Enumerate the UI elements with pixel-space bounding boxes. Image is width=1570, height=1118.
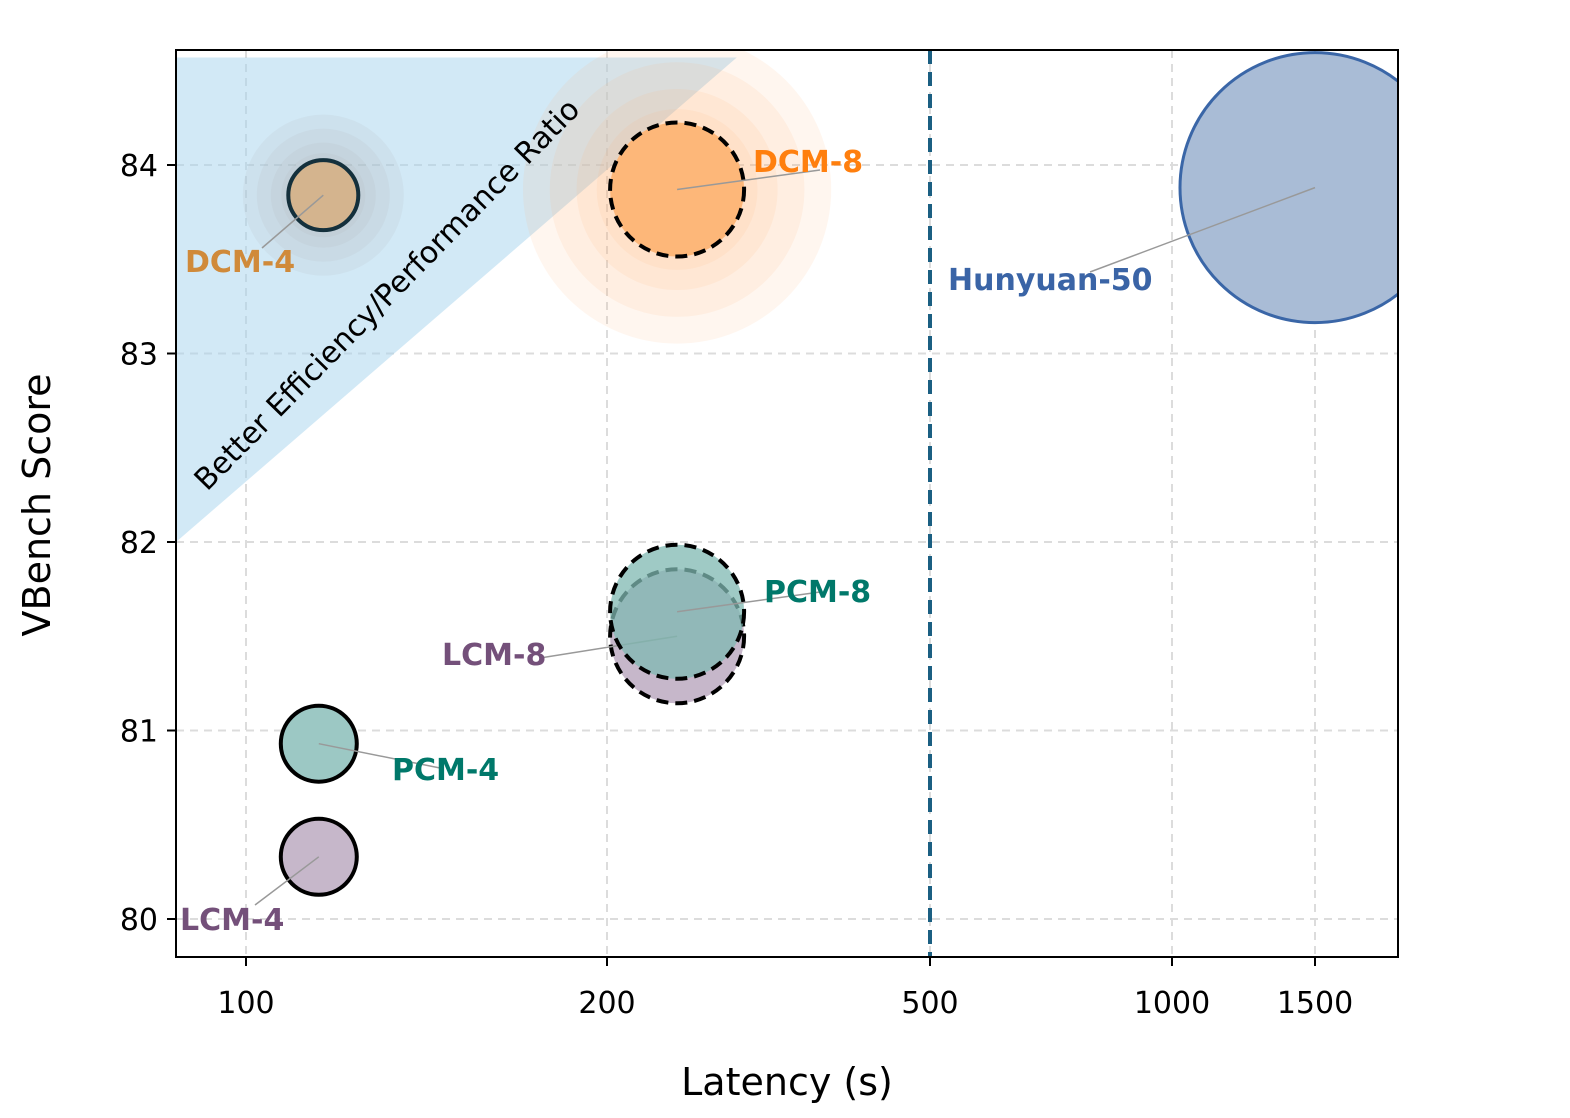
leader-line — [254, 856, 320, 906]
x-tick-label: 1500 — [1277, 986, 1353, 1021]
x-tick-label: 1000 — [1134, 986, 1210, 1021]
point-label: LCM-4 — [180, 903, 284, 938]
x-tick-label: 200 — [578, 986, 635, 1021]
x-tick-label: 100 — [217, 986, 274, 1021]
y-tick-label: 82 — [120, 526, 158, 561]
point-hunyuan-50 — [1178, 51, 1398, 325]
leader-line — [1089, 186, 1316, 273]
y-tick-label: 80 — [120, 903, 158, 938]
point-label: DCM-8 — [753, 145, 863, 180]
point-label: PCM-8 — [764, 575, 871, 610]
leader-line — [261, 194, 324, 249]
plot-area: Better Efficiency/Performance Ratio — [176, 50, 1398, 957]
leader-line — [676, 591, 821, 613]
point-label: PCM-4 — [392, 753, 499, 788]
y-axis-label: VBench Score — [15, 373, 59, 636]
point-labels: DCM-4 DCM-8 Hunyuan-50 LCM-8 PCM-8 PCM-4 LCM-4 — [180, 145, 1153, 938]
ticks: 100 200 500 1000 1500 80 81 82 83 84 — [120, 149, 1353, 1021]
x-axis-label: Latency (s) — [681, 1060, 893, 1104]
point-label: Hunyuan-50 — [948, 263, 1153, 298]
y-tick-label: 84 — [120, 149, 158, 184]
point-label: DCM-4 — [185, 245, 295, 280]
leader-line — [676, 169, 821, 191]
x-tick-label: 500 — [901, 986, 958, 1021]
point-label: LCM-8 — [442, 638, 546, 673]
y-tick-label: 83 — [120, 338, 158, 373]
axes-frame — [175, 49, 1399, 958]
y-tick-label: 81 — [120, 715, 158, 750]
leader-line — [318, 742, 441, 769]
